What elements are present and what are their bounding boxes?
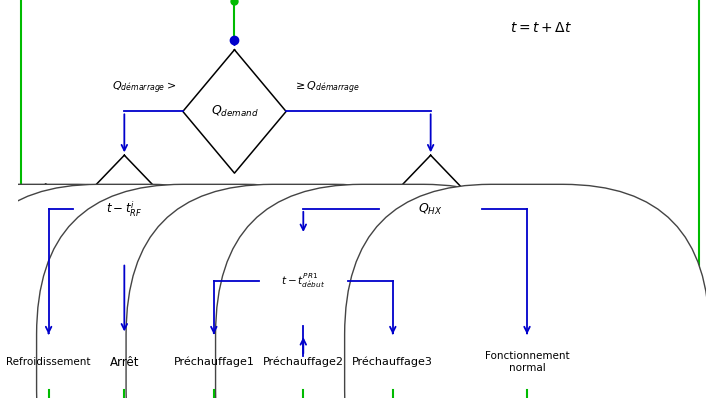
- FancyBboxPatch shape: [126, 184, 481, 398]
- Text: $t - t^{PR1}_{d\acute{e}but}$: $t - t^{PR1}_{d\acute{e}but}$: [281, 271, 325, 290]
- Text: $t - t^i_{RF}$: $t - t^i_{RF}$: [106, 199, 143, 219]
- Polygon shape: [258, 235, 348, 326]
- FancyBboxPatch shape: [37, 184, 391, 398]
- Text: Préchauffage3: Préchauffage3: [352, 357, 433, 367]
- Text: $\geq t^{fin}_{RF}$: $\geq t^{fin}_{RF}$: [184, 183, 213, 199]
- Text: Préchauffage1: Préchauffage1: [174, 357, 254, 367]
- Text: $\Delta t^Q_{ret} << \Delta t^P_{ret}$: $\Delta t^Q_{ret} << \Delta t^P_{ret}$: [270, 302, 337, 319]
- Polygon shape: [379, 155, 482, 263]
- Text: Préchauffage2: Préchauffage2: [263, 357, 344, 367]
- FancyBboxPatch shape: [0, 184, 224, 398]
- Text: $Q_{d\acute{e}marrage} >$: $Q_{d\acute{e}marrage} >$: [112, 79, 176, 96]
- FancyBboxPatch shape: [0, 184, 297, 398]
- Text: $\geq \Delta t^P_{ret}$: $\geq \Delta t^P_{ret}$: [357, 258, 390, 275]
- Text: $Q_{HX}$: $Q_{HX}$: [419, 201, 443, 217]
- FancyBboxPatch shape: [215, 184, 570, 398]
- Text: $\geq Q_{d\acute{e}marrage}$: $\geq Q_{d\acute{e}marrage}$: [293, 79, 360, 96]
- Text: $\Delta t^Q_{ret} >$: $\Delta t^Q_{ret} >$: [219, 258, 251, 275]
- Text: Refroidissement: Refroidissement: [6, 357, 91, 367]
- Text: $\geq a^{fin,PR}_{Q} \cdot Q^{nom}_{HX}$: $\geq a^{fin,PR}_{Q} \cdot Q^{nom}_{HX}$: [491, 182, 561, 200]
- Text: $t^{fin}_{RF} >$: $t^{fin}_{RF} >$: [37, 181, 64, 201]
- Polygon shape: [183, 50, 286, 173]
- Text: $Q_{demand}$: $Q_{demand}$: [210, 104, 258, 119]
- Polygon shape: [73, 155, 176, 263]
- Text: $a^{fin,PR}_{Q} \cdot Q^{nom}_{HX} >$: $a^{fin,PR}_{Q} \cdot Q^{nom}_{HX} >$: [303, 182, 371, 200]
- FancyBboxPatch shape: [345, 184, 706, 398]
- Text: Arrêt: Arrêt: [109, 356, 139, 369]
- Text: $t = t + \Delta t$: $t = t + \Delta t$: [510, 21, 572, 35]
- Text: Fonctionnement
normal: Fonctionnement normal: [485, 351, 569, 373]
